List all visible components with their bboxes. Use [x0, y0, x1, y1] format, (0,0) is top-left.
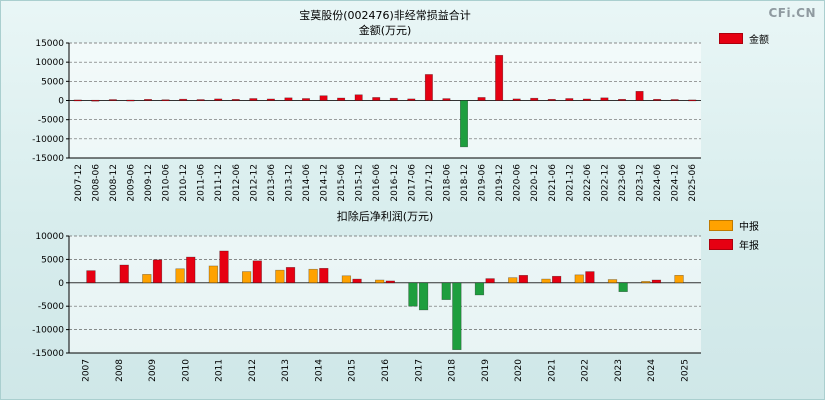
svg-text:2019-12: 2019-12: [495, 164, 505, 202]
chart1-title: 宝莫股份(002476)非经常损益合计: [299, 9, 471, 22]
svg-text:2009-12: 2009-12: [144, 164, 154, 202]
svg-text:2023-06: 2023-06: [618, 164, 628, 202]
cfi-logo: CFi.CN: [768, 6, 816, 20]
svg-text:2022-06: 2022-06: [583, 164, 593, 202]
svg-text:2013-12: 2013-12: [284, 164, 294, 202]
amount-swatch-icon: [719, 33, 743, 44]
annual-swatch-icon: [709, 239, 733, 250]
svg-text:2014-06: 2014-06: [302, 164, 312, 202]
svg-text:2015-06: 2015-06: [337, 164, 347, 202]
svg-text:-15000: -15000: [32, 154, 64, 164]
svg-text:-10000: -10000: [32, 326, 64, 336]
svg-text:2021-12: 2021-12: [565, 164, 575, 202]
svg-text:2010-12: 2010-12: [179, 164, 189, 202]
svg-text:2009: 2009: [148, 359, 158, 382]
svg-text:10000: 10000: [35, 58, 64, 68]
svg-text:2011-06: 2011-06: [197, 164, 207, 202]
svg-text:2020: 2020: [514, 359, 524, 382]
net-profit-chart: 10000 5000 0 -5000 -10000 -15000 2007 2008 2009 2…: [32, 232, 701, 382]
chart1-legend: 金额: [719, 31, 769, 50]
svg-text:2015-12: 2015-12: [355, 164, 365, 202]
svg-text:2014: 2014: [314, 359, 324, 382]
svg-text:2024: 2024: [647, 359, 657, 382]
legend-item-midyear: 中报: [709, 218, 759, 233]
svg-text:0: 0: [58, 279, 64, 289]
svg-text:2017: 2017: [414, 359, 424, 382]
svg-text:2007: 2007: [82, 359, 92, 382]
svg-text:2008-06: 2008-06: [91, 164, 101, 202]
svg-text:2010-06: 2010-06: [162, 164, 172, 202]
legend-label-annual: 年报: [739, 241, 759, 252]
legend-item-amount: 金额: [719, 31, 769, 46]
svg-text:2019: 2019: [481, 359, 491, 382]
svg-text:2017-06: 2017-06: [407, 164, 417, 202]
svg-text:2022: 2022: [581, 359, 591, 382]
svg-text:2016-06: 2016-06: [372, 164, 382, 202]
svg-text:2008: 2008: [115, 359, 125, 382]
svg-text:5000: 5000: [41, 77, 64, 87]
svg-text:2020-12: 2020-12: [530, 164, 540, 202]
svg-text:2012: 2012: [248, 359, 258, 382]
svg-text:2023-12: 2023-12: [636, 164, 646, 202]
svg-text:2015: 2015: [348, 359, 358, 382]
legend-item-annual: 年报: [709, 237, 759, 252]
legend-label-midyear: 中报: [739, 222, 759, 233]
svg-text:2008-12: 2008-12: [109, 164, 119, 202]
svg-text:10000: 10000: [35, 232, 64, 242]
svg-text:2021: 2021: [547, 359, 557, 382]
svg-text:5000: 5000: [41, 255, 64, 265]
svg-text:2018-12: 2018-12: [460, 164, 470, 202]
chart2-title: 扣除后净利润(万元): [336, 210, 434, 223]
legend-label-amount: 金额: [749, 35, 769, 46]
svg-text:-15000: -15000: [32, 349, 64, 359]
svg-text:2010: 2010: [181, 359, 191, 382]
svg-text:2025: 2025: [680, 359, 690, 382]
nonrecurring-gains-chart: 15000 10000 5000 0 -5000 -10000 -15000 2007-12 2…: [32, 39, 701, 202]
svg-text:2023: 2023: [614, 359, 624, 382]
svg-text:2019-06: 2019-06: [478, 164, 488, 202]
chart2-legend: 中报 年报: [709, 218, 759, 256]
svg-text:2012-06: 2012-06: [232, 164, 242, 202]
svg-text:2007-12: 2007-12: [74, 164, 84, 202]
svg-text:-5000: -5000: [38, 116, 64, 126]
svg-text:2013: 2013: [281, 359, 291, 382]
svg-text:2020-06: 2020-06: [513, 164, 523, 202]
svg-text:2024-12: 2024-12: [671, 164, 681, 202]
svg-text:2011: 2011: [215, 359, 225, 382]
svg-text:-10000: -10000: [32, 135, 64, 145]
svg-text:2012-12: 2012-12: [249, 164, 259, 202]
chart1-subtitle: 金额(万元): [358, 24, 412, 37]
svg-text:2018-06: 2018-06: [442, 164, 452, 202]
svg-text:2022-12: 2022-12: [600, 164, 610, 202]
svg-text:2018: 2018: [448, 359, 458, 382]
svg-text:2013-06: 2013-06: [267, 164, 277, 202]
svg-text:2017-12: 2017-12: [425, 164, 435, 202]
svg-text:2025-06: 2025-06: [688, 164, 698, 202]
svg-text:2009-06: 2009-06: [126, 164, 136, 202]
svg-text:2021-06: 2021-06: [548, 164, 558, 202]
svg-text:2014-12: 2014-12: [320, 164, 330, 202]
svg-text:2024-06: 2024-06: [653, 164, 663, 202]
svg-text:2011-12: 2011-12: [214, 164, 224, 202]
midyear-swatch-icon: [709, 220, 733, 231]
svg-text:-5000: -5000: [38, 302, 64, 312]
svg-text:2016-12: 2016-12: [390, 164, 400, 202]
svg-text:2016: 2016: [381, 359, 391, 382]
svg-text:15000: 15000: [35, 39, 64, 49]
svg-text:0: 0: [58, 97, 64, 107]
